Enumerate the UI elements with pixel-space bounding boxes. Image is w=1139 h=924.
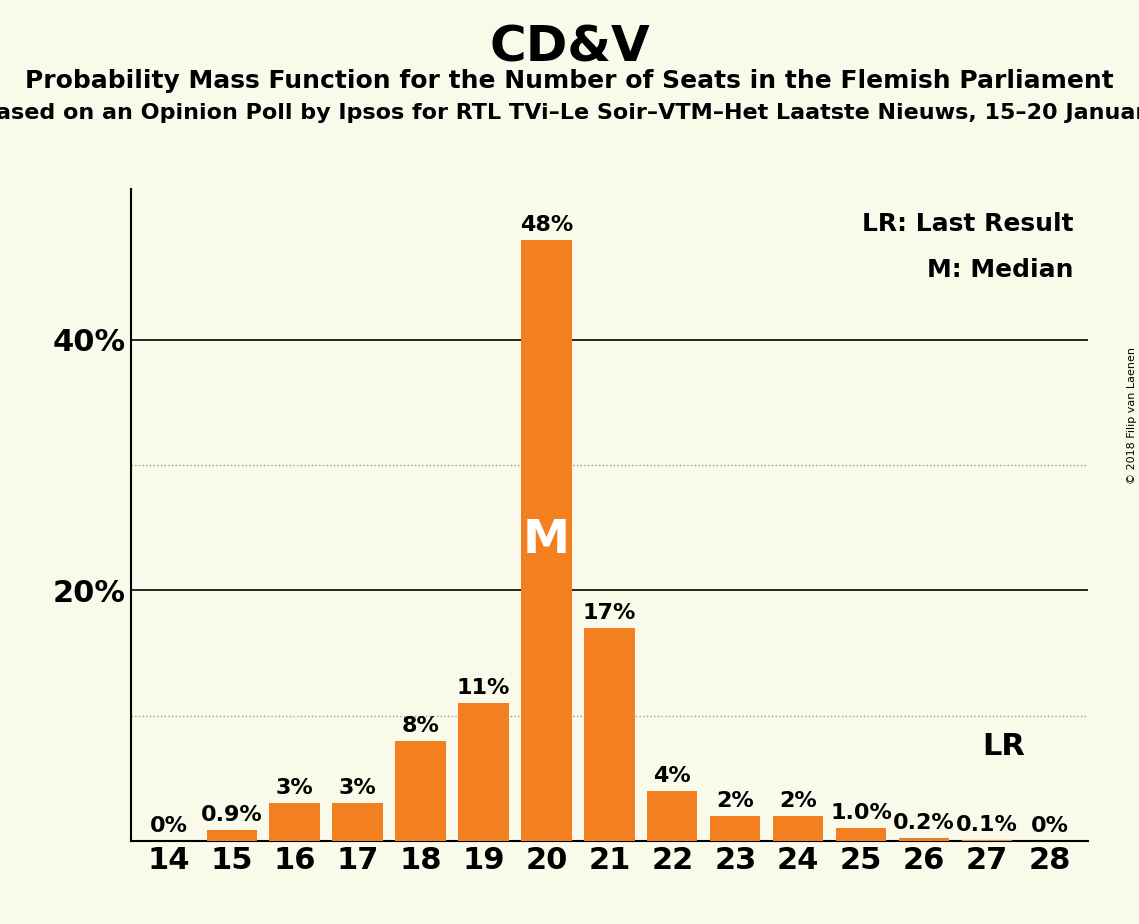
Text: LR: Last Result: LR: Last Result — [862, 213, 1073, 237]
Bar — [206, 830, 257, 841]
Bar — [710, 816, 761, 841]
Bar — [333, 803, 383, 841]
Bar — [270, 803, 320, 841]
Text: 4%: 4% — [654, 766, 691, 785]
Text: CD&V: CD&V — [489, 23, 650, 71]
Text: LR: LR — [982, 733, 1025, 761]
Bar — [584, 628, 634, 841]
Text: 17%: 17% — [583, 602, 636, 623]
Bar — [899, 838, 949, 841]
Text: 0%: 0% — [149, 816, 188, 836]
Bar — [836, 828, 886, 841]
Text: 0.9%: 0.9% — [200, 805, 263, 824]
Text: Based on an Opinion Poll by Ipsos for RTL TVi–Le Soir–VTM–Het Laatste Nieuws, 15: Based on an Opinion Poll by Ipsos for RT… — [0, 103, 1139, 124]
Text: 2%: 2% — [779, 791, 817, 810]
Text: 11%: 11% — [457, 678, 510, 698]
Text: M: M — [523, 517, 570, 563]
Text: M: Median: M: Median — [927, 258, 1073, 282]
Text: 0.1%: 0.1% — [956, 815, 1018, 834]
Text: © 2018 Filip van Laenen: © 2018 Filip van Laenen — [1126, 347, 1137, 484]
Bar — [395, 741, 445, 841]
Text: 2%: 2% — [716, 791, 754, 810]
Bar — [773, 816, 823, 841]
Text: 48%: 48% — [519, 214, 573, 235]
Text: 1.0%: 1.0% — [830, 803, 892, 823]
Text: Probability Mass Function for the Number of Seats in the Flemish Parliament: Probability Mass Function for the Number… — [25, 69, 1114, 93]
Bar — [647, 791, 697, 841]
Bar — [522, 239, 572, 841]
Text: 0%: 0% — [1031, 816, 1070, 836]
Text: 8%: 8% — [402, 715, 440, 736]
Text: 3%: 3% — [338, 778, 377, 798]
Bar — [458, 703, 509, 841]
Bar — [961, 840, 1013, 841]
Text: 3%: 3% — [276, 778, 313, 798]
Text: 0.2%: 0.2% — [893, 813, 954, 833]
